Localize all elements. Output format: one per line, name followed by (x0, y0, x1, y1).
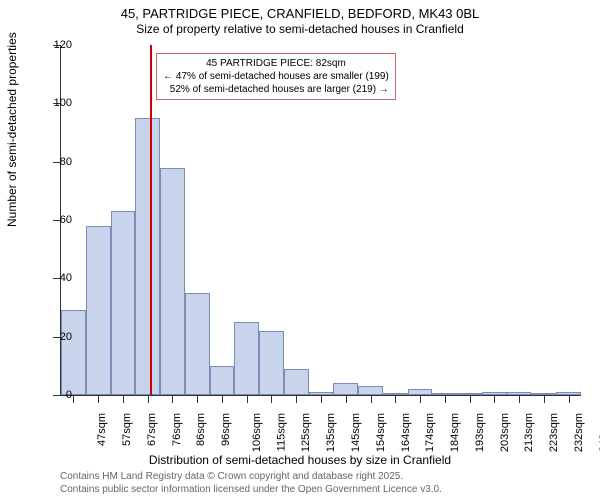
histogram-bar (259, 331, 284, 395)
x-tick (271, 395, 272, 403)
x-tick (420, 395, 421, 403)
footer-line1: Contains HM Land Registry data © Crown c… (60, 470, 442, 483)
footer-attribution: Contains HM Land Registry data © Crown c… (60, 470, 442, 496)
x-tick-label: 164sqm (400, 413, 412, 452)
x-tick (321, 395, 322, 403)
x-tick-label: 213sqm (523, 413, 535, 452)
callout-box: 45 PARTRIDGE PIECE: 82sqm ← 47% of semi-… (156, 53, 396, 100)
x-tick-label: 57sqm (121, 413, 133, 446)
x-tick (544, 395, 545, 403)
x-axis-title: Distribution of semi-detached houses by … (0, 453, 600, 467)
x-tick (395, 395, 396, 403)
x-tick (569, 395, 570, 403)
x-tick (73, 395, 74, 403)
histogram-bar (135, 118, 160, 395)
x-tick (222, 395, 223, 403)
x-tick-label: 232sqm (573, 413, 585, 452)
y-tick-label: 40 (42, 272, 72, 284)
marker-line (150, 45, 152, 395)
x-tick-label: 96sqm (220, 413, 232, 446)
x-tick-label: 154sqm (375, 413, 387, 452)
x-tick-label: 47sqm (96, 413, 108, 446)
x-tick-label: 174sqm (424, 413, 436, 452)
histogram-bar (284, 369, 309, 395)
chart-title-main: 45, PARTRIDGE PIECE, CRANFIELD, BEDFORD,… (0, 6, 600, 21)
x-tick (371, 395, 372, 403)
x-tick-label: 145sqm (350, 413, 362, 452)
x-tick-label: 135sqm (325, 413, 337, 452)
y-axis-title: Number of semi-detached properties (5, 32, 19, 227)
x-tick-label: 106sqm (251, 413, 263, 452)
x-tick-label: 115sqm (275, 413, 287, 451)
x-tick-label: 67sqm (146, 413, 158, 446)
x-tick (98, 395, 99, 403)
chart-title-sub: Size of property relative to semi-detach… (0, 22, 600, 36)
histogram-bar (160, 168, 185, 396)
x-tick-label: 203sqm (499, 413, 511, 452)
y-tick-label: 60 (42, 214, 72, 226)
y-tick-label: 100 (42, 97, 72, 109)
x-tick (470, 395, 471, 403)
callout-line1: 45 PARTRIDGE PIECE: 82sqm (163, 57, 389, 70)
histogram-bar (210, 366, 235, 395)
x-tick (148, 395, 149, 403)
callout-line2: ← 47% of semi-detached houses are smalle… (163, 70, 389, 83)
footer-line2: Contains public sector information licen… (60, 483, 442, 496)
x-tick (445, 395, 446, 403)
x-tick (346, 395, 347, 403)
x-tick-label: 223sqm (548, 413, 560, 452)
x-tick-label: 86sqm (195, 413, 207, 446)
histogram-bar (358, 386, 383, 395)
histogram-bar (111, 211, 136, 395)
chart-container: 45, PARTRIDGE PIECE, CRANFIELD, BEDFORD,… (0, 0, 600, 500)
x-tick (519, 395, 520, 403)
histogram-bar (234, 322, 259, 395)
plot-area: 45 PARTRIDGE PIECE: 82sqm ← 47% of semi-… (60, 45, 581, 396)
x-tick-label: 76sqm (171, 413, 183, 446)
x-tick-label: 193sqm (474, 413, 486, 452)
x-tick (172, 395, 173, 403)
x-tick (123, 395, 124, 403)
histogram-bar (185, 293, 210, 395)
x-tick (197, 395, 198, 403)
callout-line3: 52% of semi-detached houses are larger (… (163, 83, 389, 96)
y-tick-label: 20 (42, 331, 72, 343)
y-tick-label: 0 (42, 389, 72, 401)
x-tick-label: 125sqm (301, 413, 313, 452)
histogram-bar (61, 310, 86, 395)
y-tick-label: 80 (42, 156, 72, 168)
x-tick (296, 395, 297, 403)
x-tick (494, 395, 495, 403)
x-tick-label: 184sqm (449, 413, 461, 452)
y-tick-label: 120 (42, 39, 72, 51)
histogram-bar (333, 383, 358, 395)
x-tick (247, 395, 248, 403)
histogram-bar (86, 226, 111, 395)
